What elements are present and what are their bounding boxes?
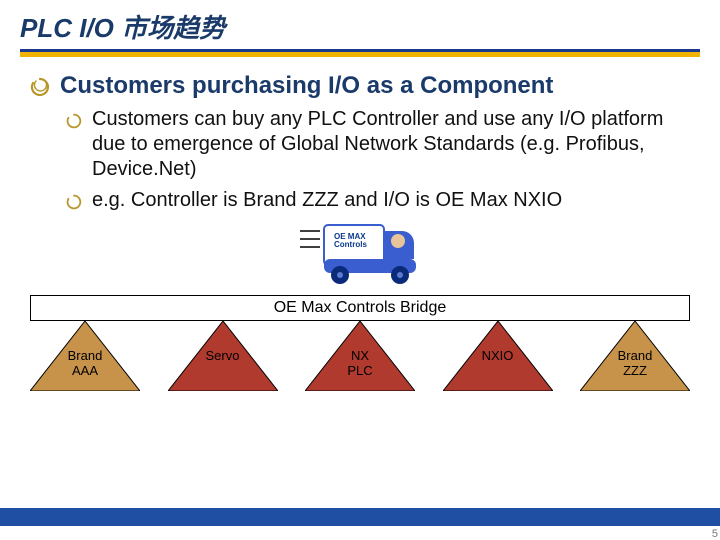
pier-2: NXPLC [305, 321, 415, 391]
title-underline [20, 49, 700, 57]
level2-text-0: Customers can buy any PLC Controller and… [92, 107, 690, 182]
bullet-level2-1: e.g. Controller is Brand ZZZ and I/O is … [66, 188, 690, 213]
level2-text-1: e.g. Controller is Brand ZZZ and I/O is … [92, 188, 562, 213]
content-area: Customers purchasing I/O as a Component … [0, 57, 720, 409]
truck-label: OE MAX Controls [334, 233, 367, 250]
footer-band [0, 508, 720, 526]
page-number: 5 [712, 528, 718, 540]
pier-0: BrandAAA [30, 321, 140, 391]
bridge-diagram: OE MAX Controls OE Max Controls Bridge B… [30, 219, 690, 409]
pier-label-1: Servo [168, 349, 278, 364]
pier-label-2: NXPLC [305, 349, 415, 379]
swirl-bullet-icon [66, 113, 82, 129]
level1-text: Customers purchasing I/O as a Component [60, 71, 553, 101]
bullet-level2-0: Customers can buy any PLC Controller and… [66, 107, 690, 182]
bridge-bar: OE Max Controls Bridge [30, 295, 690, 321]
bullet-level1: Customers purchasing I/O as a Component [30, 71, 690, 101]
level2-group: Customers can buy any PLC Controller and… [30, 107, 690, 213]
pier-label-3: NXIO [443, 349, 553, 364]
truck-label-line2: Controls [334, 240, 367, 249]
pier-1: Servo [168, 321, 278, 391]
pier-3: NXIO [443, 321, 553, 391]
slide-title: PLC I/O 市场趋势 [0, 0, 720, 49]
swirl-bullet-icon [66, 194, 82, 210]
piers-row: BrandAAA Servo NXPLC NXIO BrandZZZ [30, 321, 690, 391]
underline-bottom [20, 52, 700, 57]
pier-label-0: BrandAAA [30, 349, 140, 379]
pier-4: BrandZZZ [580, 321, 690, 391]
pier-label-4: BrandZZZ [580, 349, 690, 379]
truck-icon: OE MAX Controls [300, 219, 420, 287]
swirl-bullet-icon [30, 77, 50, 97]
